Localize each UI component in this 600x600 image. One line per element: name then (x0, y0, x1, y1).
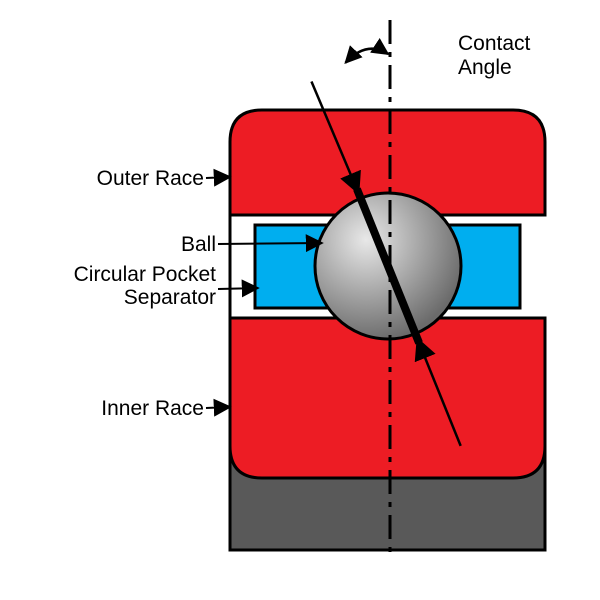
circular-pocket-separator-label: Circular PocketSeparator (74, 263, 216, 309)
contact-angle-label: ContactAngle (458, 32, 530, 80)
inner-race-arrow (206, 407, 230, 408)
contact-angle-text: ContactAngle (458, 32, 530, 79)
ball-text: Ball (181, 233, 216, 256)
outer-race-label: Outer Race (97, 167, 204, 191)
outer-race-text: Outer Race (97, 167, 204, 190)
ball-arrow (218, 243, 322, 244)
inner-race-label: Inner Race (101, 397, 204, 421)
inner-race (230, 318, 545, 478)
circular-pocket-separator-text: Circular PocketSeparator (74, 263, 216, 309)
outer-race-arrow (206, 177, 230, 178)
ball-label: Ball (181, 233, 216, 257)
separator-arrow (218, 288, 258, 289)
angle-arc (346, 49, 388, 63)
inner-race-text: Inner Race (101, 397, 204, 420)
